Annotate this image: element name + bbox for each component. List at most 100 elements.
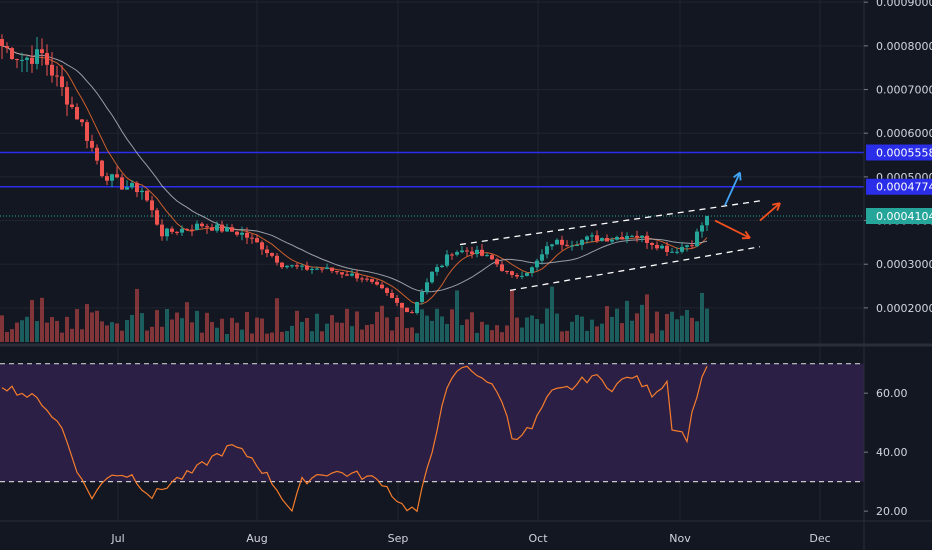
volume-bar	[10, 329, 14, 342]
candle	[615, 235, 619, 241]
candle	[340, 272, 344, 279]
volume-bar	[135, 288, 139, 342]
volume-bar	[5, 331, 9, 342]
candle	[650, 241, 654, 250]
candle	[235, 231, 239, 237]
volume-bar	[670, 311, 674, 342]
time-axis[interactable]: Jul Aug Sep Oct Nov Dec	[0, 520, 932, 545]
volume-bar	[430, 320, 434, 342]
price-axis[interactable]: 0.00020000.00030000.00040000.00050000.00…	[864, 0, 932, 315]
time-tick-label: Aug	[246, 532, 267, 545]
candle	[435, 264, 439, 276]
candle	[35, 36, 39, 70]
candle	[485, 252, 489, 257]
candle	[675, 247, 679, 255]
rsi-axis[interactable]: 20.00 40.00 60.00	[864, 387, 908, 518]
grid-lines	[0, 0, 864, 520]
candle	[80, 119, 84, 127]
volume-bar	[65, 316, 69, 342]
volume-bar	[30, 300, 34, 342]
volume-bar	[465, 319, 469, 342]
candle	[375, 279, 379, 286]
candle	[420, 288, 424, 305]
trend-channel[interactable]	[459, 200, 761, 292]
volume-bar	[150, 326, 154, 342]
volume-bar	[420, 309, 424, 342]
candle	[5, 42, 9, 54]
trend-arrows[interactable]	[714, 171, 781, 240]
volume-bar	[350, 326, 354, 342]
volume-bar	[255, 317, 259, 342]
volume-bar	[365, 325, 369, 342]
candle	[70, 96, 74, 109]
volume-bar	[520, 327, 524, 342]
svg-text:0.0005558: 0.0005558	[876, 146, 932, 159]
candle	[350, 269, 354, 277]
candle	[655, 241, 659, 251]
candle	[100, 159, 104, 178]
volume-bar	[605, 306, 609, 342]
candle	[255, 234, 259, 243]
candle	[345, 270, 349, 277]
candle	[15, 58, 19, 69]
arrow-0[interactable]	[724, 171, 742, 206]
volume-bar	[310, 331, 314, 342]
candle	[250, 234, 254, 244]
volume-bar	[50, 317, 54, 342]
volume-bar	[230, 317, 234, 342]
volume-bar	[90, 312, 94, 342]
candle	[155, 207, 159, 226]
volume-bar	[260, 318, 264, 342]
volume-bar	[375, 311, 379, 342]
candle	[10, 46, 14, 60]
volume-bar	[650, 333, 654, 342]
candle	[450, 252, 454, 260]
candle	[445, 250, 449, 268]
arrow-1[interactable]	[714, 219, 751, 240]
candle	[145, 190, 149, 203]
candle	[695, 228, 699, 248]
last-price-badge[interactable]: 0.0004104	[866, 207, 932, 224]
volume-bar	[40, 297, 44, 342]
volume-bar	[370, 324, 374, 342]
volume-bar	[575, 314, 579, 342]
volume-bar	[20, 320, 24, 342]
volume-bar	[510, 290, 514, 342]
volume-bar	[450, 309, 454, 342]
candles	[0, 34, 709, 315]
candle	[210, 223, 214, 231]
volume-bar	[415, 333, 419, 342]
level-price-badge[interactable]: 0.0005558	[866, 144, 932, 161]
candle	[30, 45, 34, 73]
ma-fast-line	[1, 45, 708, 305]
candle	[260, 240, 264, 255]
volume-bar	[285, 331, 289, 342]
volume-bar	[130, 314, 134, 342]
volume-bar	[630, 320, 634, 342]
volume-bar	[560, 331, 564, 342]
volume-bar	[315, 313, 319, 342]
volume-bar	[615, 308, 619, 342]
rsi-series-line	[1, 365, 708, 513]
volume-bar	[515, 317, 519, 342]
candle	[200, 221, 204, 228]
volume-bar	[645, 294, 649, 342]
candle	[575, 240, 579, 247]
volume-bar	[175, 312, 179, 342]
volume-bar	[485, 324, 489, 342]
channel-lower-line[interactable]	[509, 246, 761, 292]
level-price-badge[interactable]: 0.0004774	[866, 178, 932, 195]
candle	[115, 166, 119, 179]
volume-bar	[250, 333, 254, 342]
arrow-2[interactable]	[759, 202, 781, 222]
volume-bar	[85, 304, 89, 342]
volume-bar	[110, 322, 114, 342]
candle	[75, 103, 79, 120]
candle	[240, 226, 244, 241]
volume-bar	[300, 321, 304, 342]
price-tick-label: 0.0002000	[876, 302, 932, 315]
volume-bar	[355, 311, 359, 342]
volume-bar	[690, 317, 694, 342]
candle	[165, 227, 169, 241]
